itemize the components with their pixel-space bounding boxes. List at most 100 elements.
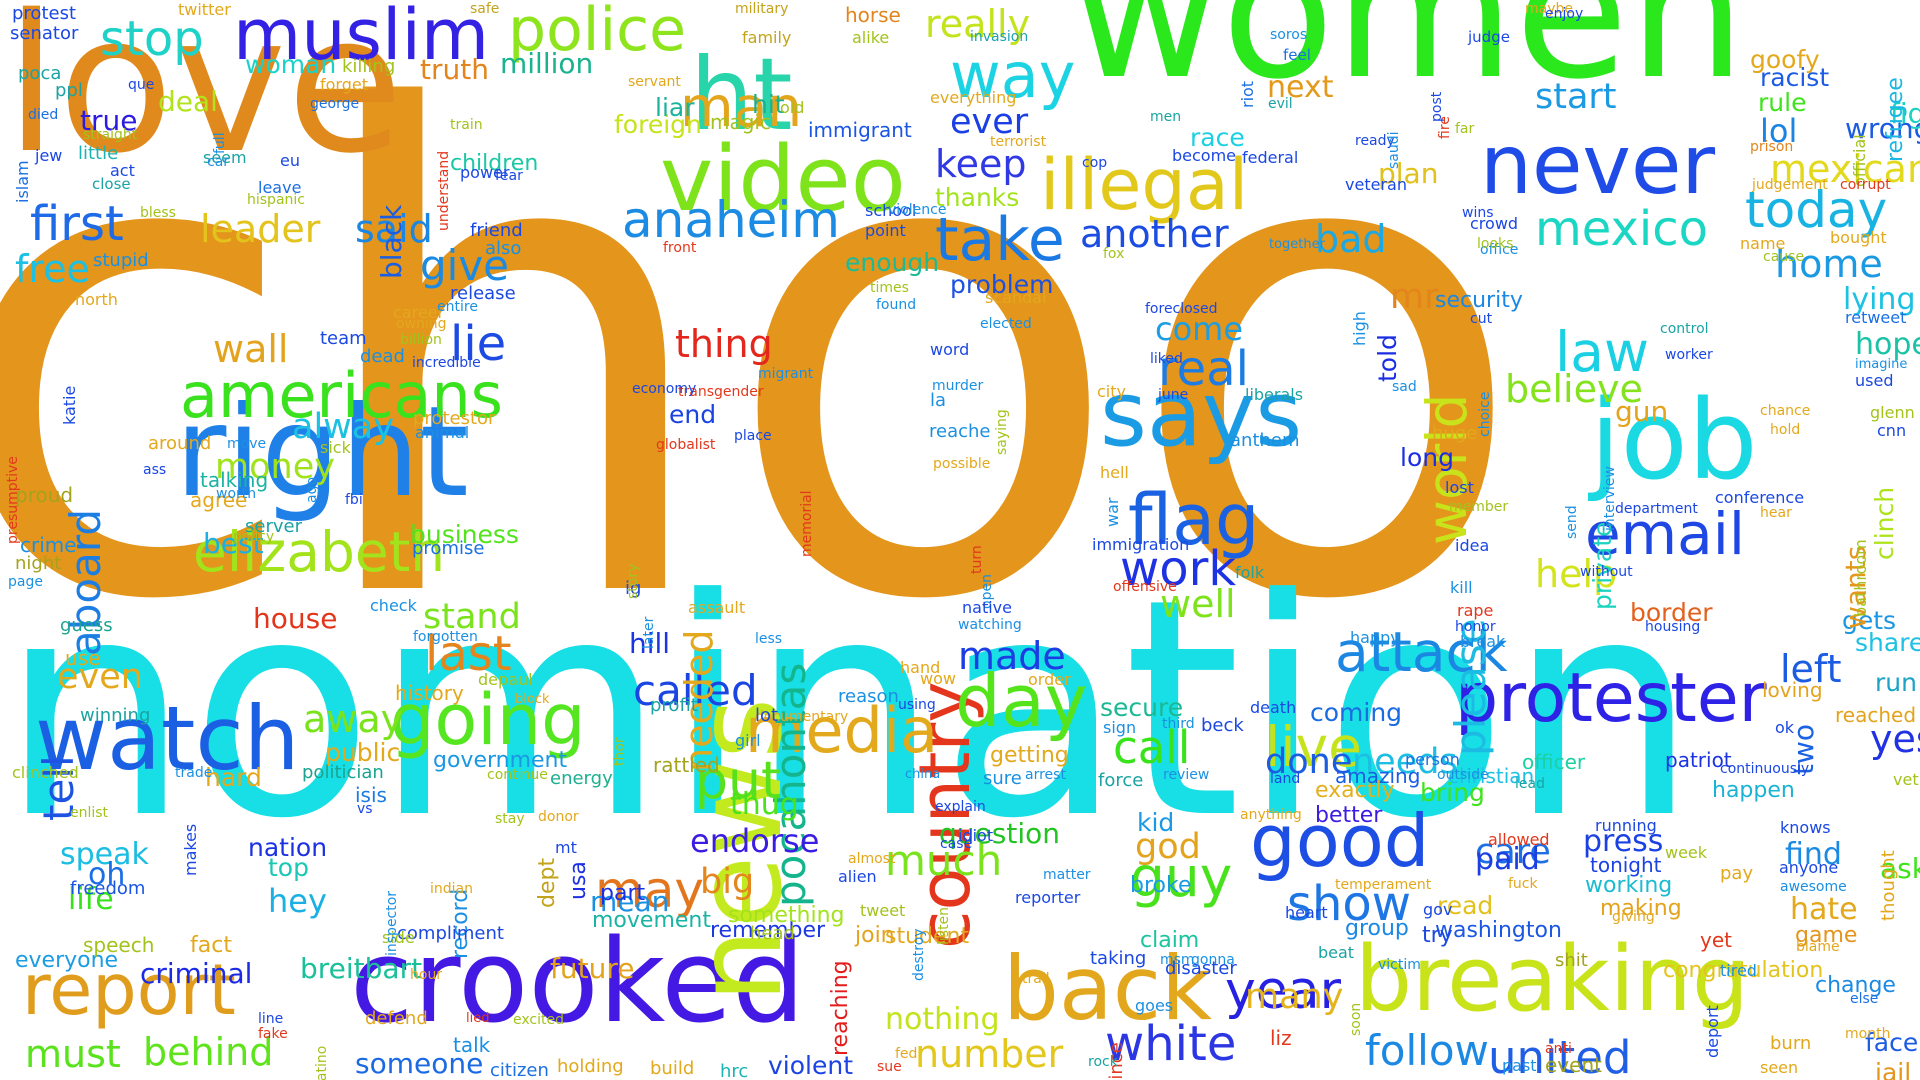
word-holding: holding (557, 1056, 624, 1077)
word-protestor: protestor (413, 408, 496, 429)
word-jail: jail (1875, 1058, 1912, 1080)
word-everyone: everyone (15, 948, 119, 973)
word-coming: coming (1310, 698, 1403, 727)
word-documentary: documentary (755, 709, 849, 725)
word-war: war (1103, 497, 1122, 527)
word-sure: sure (983, 768, 1022, 789)
word-depaul: depaul (478, 670, 533, 689)
word-god: god (1135, 827, 1201, 867)
word-act: act (110, 161, 135, 180)
word-wrong: wrong (1845, 112, 1920, 145)
word-team: team (320, 328, 367, 349)
word-anyone: anyone (1779, 858, 1839, 877)
word-choo: choo (0, 0, 1529, 744)
word-home: home (1775, 242, 1883, 286)
word-black: black (375, 204, 408, 279)
word-take: take (935, 205, 1065, 275)
word-victim: victim (1378, 957, 1421, 973)
word-running: running (1595, 816, 1657, 835)
word-latino: latino (314, 1046, 330, 1080)
word-saudi: saudi (1386, 131, 1402, 169)
word-allowed: allowed (1488, 830, 1550, 849)
word-promise: promise (412, 538, 485, 559)
word-life: life (68, 882, 114, 917)
word-night: night (15, 553, 62, 574)
word-policy: policy (233, 529, 275, 545)
word-man: man (680, 75, 803, 139)
word-little: little (78, 143, 119, 164)
word-honor: honor (1455, 619, 1496, 635)
word-happen: happen (1712, 778, 1795, 803)
word-making: making (1600, 896, 1682, 921)
word-happy: happy (1350, 628, 1400, 647)
word-times: times (870, 280, 909, 296)
word-side: side (382, 928, 415, 947)
word-part: part (600, 881, 646, 906)
word-hispanic: hispanic (247, 192, 305, 208)
word-deport: deport (1703, 1004, 1722, 1058)
word-member: member (1449, 499, 1509, 515)
word-evil: evil (1268, 96, 1293, 112)
word-chance: chance (1760, 403, 1811, 419)
word-back: back (1003, 937, 1213, 1040)
word-died: died (28, 107, 59, 123)
word-reason: reason (838, 686, 899, 707)
word-start: start (1535, 77, 1617, 117)
word-msm: msm (1160, 952, 1195, 968)
word-together: together (1269, 237, 1325, 252)
word-else: else (1850, 991, 1879, 1007)
word-turn: turn (969, 544, 985, 574)
word-ready: ready (1355, 133, 1395, 149)
word-school: school (865, 201, 917, 220)
word-almost: almost (848, 851, 896, 867)
word-watch: watch (35, 687, 300, 790)
word-show: show (1287, 876, 1412, 932)
word-tonight: tonight (1590, 853, 1662, 877)
word-isis: isis (355, 783, 387, 807)
word-immigrant: immigrant (808, 118, 912, 142)
word-anthem: anthem (1230, 430, 1300, 451)
word-hill: hill (629, 627, 671, 660)
word-rape: rape (1457, 601, 1494, 620)
word-winning: winning (80, 705, 151, 726)
word-bad: bad (1315, 217, 1387, 261)
word-matter: matter (1043, 867, 1091, 883)
word-billion: billion (400, 332, 442, 348)
word-offensive: offensive (1113, 579, 1177, 595)
word-clinched: clinched (12, 763, 79, 782)
word-mt: mt (555, 838, 577, 857)
word-refugee: refugee (1883, 77, 1908, 163)
word-report: report (22, 949, 236, 1031)
word-speech: speech (83, 933, 155, 957)
word-true: true (80, 104, 138, 137)
word-officer: officer (1522, 750, 1586, 774)
word-eu: eu (280, 151, 300, 170)
word-scandal: scandal (985, 288, 1047, 307)
word-line: line (258, 1011, 284, 1027)
word-reache: reache (929, 421, 991, 442)
word-something: something (728, 903, 845, 928)
word-also: also (485, 238, 522, 259)
word-prison: prison (1750, 139, 1794, 155)
word-full: full (212, 132, 228, 154)
word-secure: secure (1100, 693, 1184, 722)
word-later: later (641, 616, 657, 649)
word-break: break (1460, 632, 1506, 651)
word-house: house (253, 602, 338, 635)
word-point: point (865, 221, 906, 240)
word-give: give (420, 241, 510, 290)
word-retweet: retweet (1845, 308, 1907, 327)
word-cut: cut (1470, 311, 1493, 327)
word-huge: huge (1432, 423, 1478, 444)
word-another: another (1080, 212, 1229, 256)
word-job: job (1590, 376, 1758, 504)
word-million: million (500, 47, 594, 80)
word-amazing: amazing (1335, 764, 1421, 788)
word-done: done (1265, 742, 1353, 782)
word-lost: lost (1445, 478, 1474, 497)
word-old: old (780, 98, 805, 117)
word-bless: bless (140, 205, 176, 221)
word-foreclosed: foreclosed (1145, 301, 1218, 317)
word-animal: animal (415, 423, 470, 442)
word-understand: understand (436, 150, 452, 231)
